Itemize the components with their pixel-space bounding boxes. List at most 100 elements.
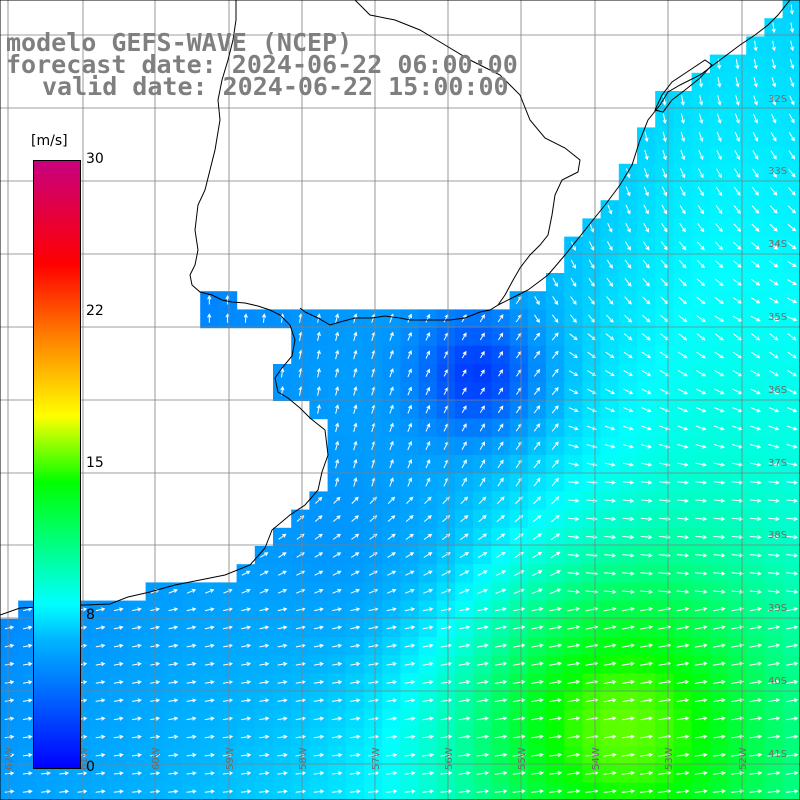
wind-arrow [567, 607, 581, 612]
wind-arrow [494, 698, 508, 703]
wind-arrow [767, 716, 781, 721]
wind-arrow [787, 370, 797, 377]
wind-arrow [22, 716, 33, 721]
wind-arrow [785, 734, 799, 739]
wind-arrow [677, 498, 689, 503]
wind-arrow [296, 533, 305, 540]
wind-arrow [695, 388, 707, 395]
wind-arrow [386, 771, 398, 776]
wind-arrow [680, 149, 686, 161]
wind-arrow [712, 716, 726, 721]
wind-arrow [168, 607, 179, 612]
wind-arrow [223, 661, 233, 667]
wind-arrow [259, 588, 269, 594]
wind-arrow [512, 643, 526, 648]
wind-arrow [549, 679, 563, 685]
wind-arrow [767, 643, 781, 648]
wind-arrow [241, 716, 252, 721]
wind-arrow [295, 752, 307, 758]
wind-arrow [621, 734, 635, 739]
wind-arrow [586, 407, 597, 413]
wind-arrow [476, 716, 490, 721]
wind-arrow [752, 168, 759, 178]
wind-arrow [241, 752, 252, 758]
wind-arrow [204, 771, 215, 776]
wind-arrow [313, 771, 325, 776]
wind-arrow [749, 516, 762, 522]
wind-arrow [604, 480, 616, 485]
wind-arrow [676, 752, 690, 758]
wind-arrow [749, 534, 762, 540]
wind-arrow [533, 423, 541, 432]
wind-arrow [460, 533, 469, 541]
wind-arrow [331, 771, 343, 776]
wind-arrow [640, 661, 654, 666]
wind-arrow [768, 534, 780, 540]
wind-arrow [769, 205, 778, 214]
wind-arrow [676, 698, 690, 703]
wind-arrow [640, 643, 654, 648]
wind-arrow [731, 498, 744, 503]
wind-arrow [386, 661, 398, 666]
wind-arrow [131, 753, 143, 758]
wind-arrow [461, 387, 467, 395]
wind-arrow [476, 734, 490, 739]
wind-arrow [551, 314, 559, 324]
wind-arrow [277, 643, 288, 648]
wind-arrow [533, 496, 542, 505]
wind-arrow [587, 370, 597, 377]
wind-arrow [222, 734, 234, 740]
wind-arrow [132, 716, 142, 721]
wind-arrow [698, 150, 704, 161]
wind-arrow [694, 643, 708, 648]
wind-arrow [788, 187, 796, 196]
wind-arrow [694, 771, 708, 776]
wind-arrow [23, 625, 33, 630]
wind-arrow [604, 462, 616, 467]
wind-arrow [786, 388, 798, 395]
wind-arrow [458, 661, 471, 666]
wind-arrow [278, 552, 287, 558]
wind-arrow [168, 589, 178, 594]
wind-arrow [495, 588, 507, 594]
wind-arrow [404, 643, 416, 648]
longitude-label: 59W [225, 747, 236, 770]
wind-arrow [731, 698, 745, 703]
wind-arrow [349, 771, 361, 776]
wind-arrow [570, 296, 577, 305]
wind-arrow [425, 441, 431, 451]
wind-arrow [567, 571, 580, 576]
wind-arrow [731, 625, 744, 630]
coastline-east-path [497, 0, 791, 306]
wind-arrow [695, 516, 708, 522]
longitude-label: 55W [517, 747, 528, 770]
wind-arrow [313, 643, 325, 648]
wind-arrow [335, 313, 340, 323]
wind-arrow [750, 297, 761, 304]
wind-arrow [204, 698, 215, 703]
wind-arrow [551, 477, 559, 487]
wind-arrow [425, 404, 431, 414]
wind-arrow [712, 698, 726, 703]
wind-arrow [749, 480, 762, 485]
wind-arrow [753, 40, 758, 52]
wind-arrow [386, 789, 398, 794]
wind-arrow [316, 349, 321, 360]
wind-arrow [605, 407, 616, 413]
wind-arrow [295, 698, 306, 703]
wind-arrow [295, 625, 306, 630]
wind-arrow [479, 314, 485, 323]
wind-arrow [389, 477, 394, 487]
wind-arrow [368, 716, 379, 721]
wind-arrow [789, 22, 795, 34]
wind-arrow [259, 789, 270, 794]
wind-arrow [698, 77, 704, 88]
wind-arrow [495, 625, 507, 630]
wind-arrow [785, 679, 799, 685]
wind-arrow [551, 368, 559, 377]
wind-arrow [277, 661, 288, 667]
wind-arrow [353, 440, 358, 451]
wind-arrow [679, 241, 687, 251]
wind-arrow [695, 425, 707, 431]
